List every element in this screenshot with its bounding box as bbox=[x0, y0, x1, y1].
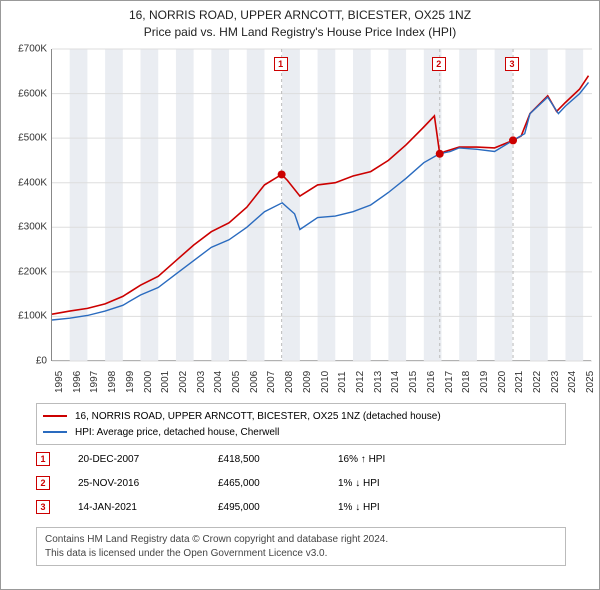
x-tick-label: 2004 bbox=[213, 371, 224, 393]
x-tick-label: 2020 bbox=[497, 371, 508, 393]
y-tick-label: £600K bbox=[18, 88, 47, 99]
event-hpi: 1% ↓ HPI bbox=[338, 502, 458, 513]
footer-box: Contains HM Land Registry data © Crown c… bbox=[36, 527, 566, 566]
events-table: 1 20-DEC-2007 £418,500 16% ↑ HPI 2 25-NO… bbox=[36, 447, 566, 519]
x-tick-label: 2018 bbox=[461, 371, 472, 393]
x-tick-label: 2009 bbox=[302, 371, 313, 393]
title-block: 16, NORRIS ROAD, UPPER ARNCOTT, BICESTER… bbox=[1, 1, 599, 43]
x-tick-label: 2017 bbox=[444, 371, 455, 393]
legend-label: 16, NORRIS ROAD, UPPER ARNCOTT, BICESTER… bbox=[75, 411, 441, 422]
legend-row: 16, NORRIS ROAD, UPPER ARNCOTT, BICESTER… bbox=[43, 408, 559, 424]
x-tick-label: 2013 bbox=[373, 371, 384, 393]
x-tick-label: 1995 bbox=[54, 371, 65, 393]
chart-marker-box: 3 bbox=[505, 57, 519, 71]
chart-area bbox=[51, 49, 591, 361]
footer-line-1: Contains HM Land Registry data © Crown c… bbox=[45, 533, 557, 547]
x-tick-label: 2010 bbox=[320, 371, 331, 393]
x-tick-label: 2002 bbox=[178, 371, 189, 393]
legend-swatch bbox=[43, 415, 67, 417]
x-tick-label: 2007 bbox=[266, 371, 277, 393]
event-price: £495,000 bbox=[218, 502, 338, 513]
event-date: 20-DEC-2007 bbox=[78, 454, 218, 465]
event-marker-icon: 3 bbox=[36, 500, 50, 514]
y-tick-label: £0 bbox=[36, 356, 47, 367]
y-tick-label: £200K bbox=[18, 266, 47, 277]
x-tick-label: 1998 bbox=[107, 371, 118, 393]
x-tick-label: 2016 bbox=[426, 371, 437, 393]
x-tick-label: 2022 bbox=[532, 371, 543, 393]
x-tick-label: 1997 bbox=[89, 371, 100, 393]
legend-label: HPI: Average price, detached house, Cher… bbox=[75, 427, 279, 438]
event-hpi: 1% ↓ HPI bbox=[338, 478, 458, 489]
event-price: £418,500 bbox=[218, 454, 338, 465]
x-tick-label: 2019 bbox=[479, 371, 490, 393]
y-tick-label: £300K bbox=[18, 222, 47, 233]
x-tick-label: 2011 bbox=[337, 371, 348, 393]
x-tick-label: 2001 bbox=[160, 371, 171, 393]
legend-row: HPI: Average price, detached house, Cher… bbox=[43, 424, 559, 440]
y-tick-label: £400K bbox=[18, 177, 47, 188]
x-tick-label: 2003 bbox=[196, 371, 207, 393]
y-tick-label: £500K bbox=[18, 133, 47, 144]
x-tick-label: 2025 bbox=[585, 371, 596, 393]
x-tick-label: 2024 bbox=[567, 371, 578, 393]
legend-box: 16, NORRIS ROAD, UPPER ARNCOTT, BICESTER… bbox=[36, 403, 566, 445]
event-row: 2 25-NOV-2016 £465,000 1% ↓ HPI bbox=[36, 471, 566, 495]
x-tick-label: 2015 bbox=[408, 371, 419, 393]
event-price: £465,000 bbox=[218, 478, 338, 489]
event-marker-icon: 2 bbox=[36, 476, 50, 490]
x-tick-label: 1999 bbox=[125, 371, 136, 393]
chart-marker-box: 1 bbox=[274, 57, 288, 71]
chart-container: 16, NORRIS ROAD, UPPER ARNCOTT, BICESTER… bbox=[0, 0, 600, 590]
event-row: 1 20-DEC-2007 £418,500 16% ↑ HPI bbox=[36, 447, 566, 471]
x-tick-label: 2000 bbox=[143, 371, 154, 393]
x-tick-label: 1996 bbox=[72, 371, 83, 393]
event-row: 3 14-JAN-2021 £495,000 1% ↓ HPI bbox=[36, 495, 566, 519]
x-tick-label: 2014 bbox=[390, 371, 401, 393]
x-tick-label: 2005 bbox=[231, 371, 242, 393]
y-tick-label: £700K bbox=[18, 44, 47, 55]
x-tick-label: 2012 bbox=[355, 371, 366, 393]
x-tick-label: 2023 bbox=[550, 371, 561, 393]
y-tick-label: £100K bbox=[18, 311, 47, 322]
title-line-1: 16, NORRIS ROAD, UPPER ARNCOTT, BICESTER… bbox=[1, 7, 599, 24]
legend-swatch bbox=[43, 431, 67, 433]
chart-marker-box: 2 bbox=[432, 57, 446, 71]
chart-svg bbox=[52, 49, 592, 361]
footer-line-2: This data is licensed under the Open Gov… bbox=[45, 547, 557, 561]
x-tick-label: 2006 bbox=[249, 371, 260, 393]
x-tick-label: 2008 bbox=[284, 371, 295, 393]
event-marker-icon: 1 bbox=[36, 452, 50, 466]
event-date: 14-JAN-2021 bbox=[78, 502, 218, 513]
event-hpi: 16% ↑ HPI bbox=[338, 454, 458, 465]
title-line-2: Price paid vs. HM Land Registry's House … bbox=[1, 24, 599, 41]
event-date: 25-NOV-2016 bbox=[78, 478, 218, 489]
x-tick-label: 2021 bbox=[514, 371, 525, 393]
